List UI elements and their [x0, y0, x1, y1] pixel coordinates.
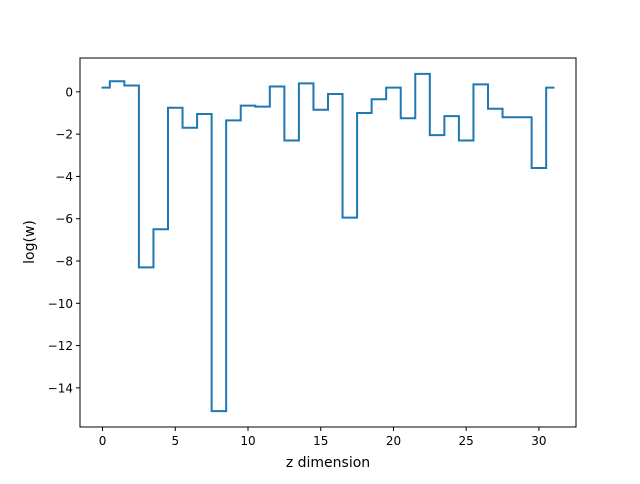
y-tick-label: −14: [48, 381, 73, 395]
y-tick-label: −4: [55, 170, 73, 184]
series-line: [101, 72, 555, 413]
y-tick-label: −2: [55, 128, 73, 142]
plot-area: [101, 72, 555, 413]
y-tick-label: −8: [55, 255, 73, 269]
y-tick-label: −6: [55, 212, 73, 226]
y-tick-label: −12: [48, 339, 73, 353]
y-axis: 0 −2 −4 −6 −8 −10 −12 −14: [48, 85, 80, 395]
x-tick-label: 25: [459, 434, 474, 448]
x-tick-label: 5: [171, 434, 179, 448]
y-tick-label: 0: [65, 85, 73, 99]
x-tick-label: 10: [240, 434, 255, 448]
x-tick-label: 30: [531, 434, 546, 448]
x-tick-label: 15: [313, 434, 328, 448]
x-tick-label: 20: [386, 434, 401, 448]
axes-frame: [79, 57, 577, 428]
y-axis-label: log(w): [22, 220, 38, 264]
y-tick-label: −10: [48, 297, 73, 311]
x-axis: 0 5 10 15 20 25 30: [99, 427, 547, 448]
x-tick-label: 0: [99, 434, 107, 448]
x-axis-label: z dimension: [286, 455, 370, 471]
